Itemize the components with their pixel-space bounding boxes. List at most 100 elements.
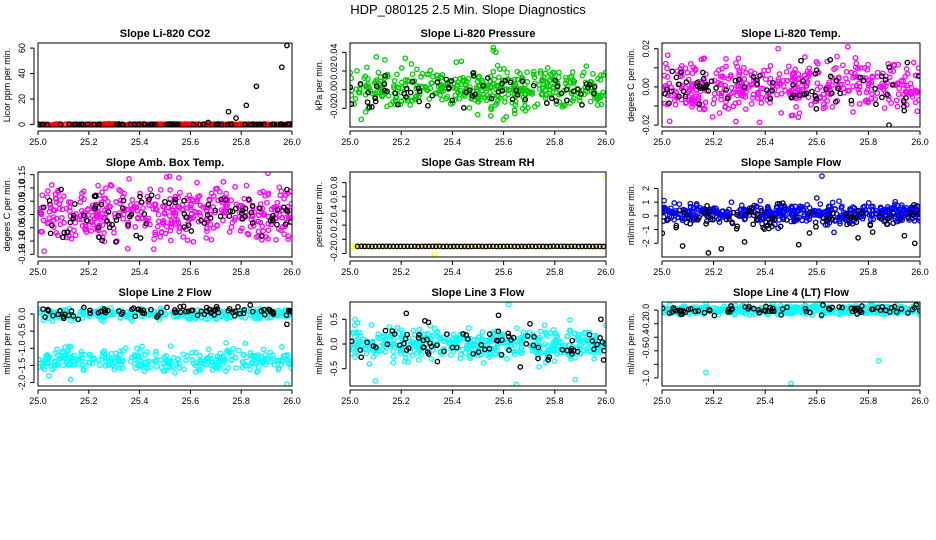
data-point — [519, 78, 526, 85]
data-point — [742, 212, 749, 218]
data-point — [172, 199, 178, 206]
data-point — [718, 92, 725, 99]
y-tick-label: 0.00 — [329, 81, 339, 99]
data-point — [56, 205, 63, 212]
data-point — [79, 354, 86, 361]
data-point — [705, 250, 712, 256]
data-point — [757, 72, 763, 79]
x-tick-label: 25.8 — [546, 396, 564, 406]
data-point — [867, 216, 874, 223]
data-point — [798, 57, 804, 64]
data-point — [248, 209, 255, 216]
data-point — [589, 243, 596, 250]
data-point — [279, 214, 286, 221]
data-point — [713, 85, 719, 91]
data-point — [261, 212, 267, 218]
data-point — [550, 326, 557, 333]
y-axis-label: Licor ppm per min. — [2, 48, 12, 123]
data-point — [807, 212, 813, 219]
data-point — [257, 354, 264, 360]
data-point — [132, 352, 138, 358]
data-point — [487, 112, 494, 119]
data-point — [184, 353, 191, 359]
data-point — [809, 88, 815, 95]
plot-frame — [661, 301, 921, 387]
data-point — [583, 63, 590, 70]
data-point — [419, 70, 426, 77]
y-tick-label: 0 — [17, 122, 27, 127]
data-point — [711, 90, 718, 97]
data-point — [543, 350, 550, 357]
data-point — [865, 61, 871, 68]
data-point — [45, 219, 52, 226]
data-point — [67, 376, 74, 383]
x-tick-label: 25.8 — [860, 137, 878, 147]
data-point — [401, 90, 408, 97]
data-point — [465, 336, 471, 342]
data-point — [514, 76, 521, 83]
x-tick-label: 25.0 — [29, 267, 47, 277]
data-point — [466, 105, 473, 111]
data-point — [850, 214, 857, 220]
data-point — [140, 307, 147, 314]
data-point — [111, 366, 118, 373]
data-point — [767, 80, 773, 86]
data-points — [350, 44, 606, 123]
data-point — [128, 358, 134, 365]
data-point — [409, 339, 416, 346]
data-point — [741, 84, 748, 90]
data-point — [382, 72, 388, 79]
data-point — [741, 239, 748, 245]
data-point — [427, 85, 434, 92]
data-point — [460, 104, 467, 111]
x-tick-label: 25.0 — [341, 137, 359, 147]
y-tick-label: 60 — [17, 43, 27, 53]
data-point — [278, 227, 284, 234]
data-point — [696, 106, 703, 112]
data-point — [808, 101, 814, 108]
data-point — [719, 66, 725, 72]
data-point — [226, 305, 233, 312]
data-point — [680, 88, 687, 95]
data-point — [664, 86, 670, 93]
data-point — [904, 71, 911, 77]
data-point — [891, 62, 898, 69]
data-point — [733, 225, 740, 232]
data-point — [137, 349, 144, 355]
data-point — [479, 88, 486, 94]
y-tick-label: -0.15 — [17, 244, 27, 265]
data-point — [236, 347, 242, 354]
data-point — [79, 222, 86, 229]
data-point — [357, 81, 364, 87]
data-point — [222, 196, 229, 203]
data-point — [135, 121, 142, 127]
data-point — [450, 243, 457, 250]
data-points — [662, 43, 920, 127]
data-point — [426, 243, 432, 250]
data-point — [537, 328, 544, 335]
data-point — [379, 93, 385, 100]
data-point — [829, 82, 835, 89]
data-point — [710, 100, 717, 107]
data-point — [783, 68, 790, 75]
data-point — [762, 308, 769, 314]
data-point — [101, 230, 107, 236]
data-point — [524, 69, 530, 76]
data-point — [214, 185, 220, 192]
data-point — [57, 308, 63, 314]
x-tick-label: 26.0 — [911, 267, 929, 277]
data-point — [700, 69, 706, 76]
data-point — [239, 210, 245, 217]
data-point — [162, 230, 169, 237]
data-point — [157, 121, 164, 127]
data-point — [494, 62, 501, 69]
data-point — [591, 84, 598, 90]
data-point — [90, 221, 97, 228]
data-point — [88, 228, 95, 234]
data-point — [252, 360, 259, 367]
data-point — [769, 215, 776, 221]
data-point — [548, 92, 555, 99]
data-point — [486, 243, 493, 250]
data-point — [493, 243, 500, 250]
data-point — [198, 217, 204, 224]
